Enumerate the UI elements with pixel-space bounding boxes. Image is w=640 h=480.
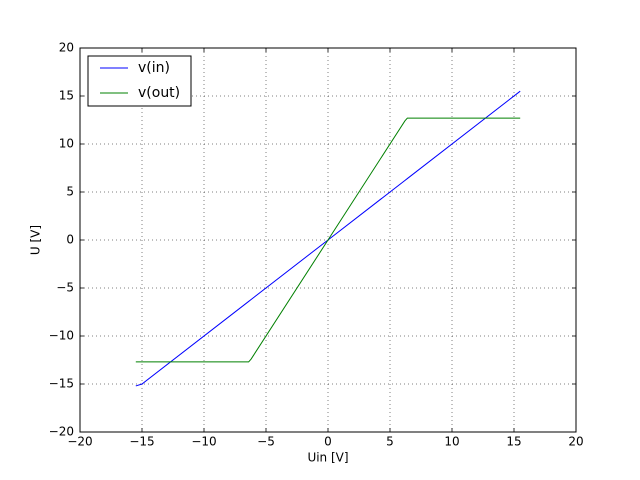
x-tick-label: −10 — [191, 435, 216, 449]
line-series — [135, 117, 521, 363]
plot-frame — [79, 47, 577, 433]
x-tick-label: 20 — [568, 435, 583, 449]
y-tick-label: −10 — [49, 329, 74, 343]
line-series — [135, 90, 521, 387]
y-tick-label: 20 — [59, 41, 74, 55]
legend-box — [87, 55, 192, 107]
y-tick-label: 0 — [66, 233, 74, 247]
legend-label: v(in) — [138, 60, 170, 76]
x-tick-label: −15 — [129, 435, 154, 449]
x-tick-label: 10 — [444, 435, 459, 449]
x-tick-label: 0 — [324, 435, 332, 449]
y-tick-label: −15 — [49, 377, 74, 391]
legend-label: v(out) — [138, 85, 180, 101]
y-tick-label: −5 — [56, 281, 74, 295]
x-tick-label: 15 — [506, 435, 521, 449]
y-tick-label: 10 — [59, 137, 74, 151]
y-tick-label: 5 — [66, 185, 74, 199]
x-tick-label: −20 — [67, 435, 92, 449]
x-tick-label: −5 — [257, 435, 275, 449]
x-axis-label: Uin [V] — [307, 451, 348, 465]
x-tick-label: 5 — [386, 435, 394, 449]
y-tick-label: 15 — [59, 89, 74, 103]
y-tick-label: −20 — [49, 425, 74, 439]
y-axis-label: U [V] — [29, 225, 43, 255]
